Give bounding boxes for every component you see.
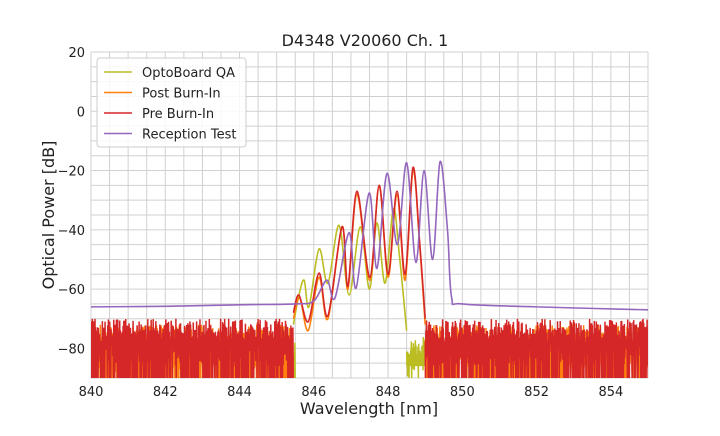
x-axis-label: Wavelength [nm] <box>300 399 438 418</box>
chart-title: D4348 V20060 Ch. 1 <box>282 31 449 50</box>
y-tick-label: −20 <box>58 165 85 180</box>
y-tick-label: 20 <box>68 46 85 61</box>
x-tick-label: 850 <box>450 385 475 400</box>
y-tick-label: 0 <box>77 105 85 120</box>
x-tick-labels: 840 842 844 846 848 850 852 854 <box>79 385 624 400</box>
y-tick-labels: 20 0 −20 −40 −60 −80 <box>58 46 85 357</box>
x-tick-label: 852 <box>524 385 549 400</box>
y-tick-label: −60 <box>58 283 85 298</box>
x-tick-label: 840 <box>79 385 104 400</box>
y-tick-label: −80 <box>58 342 85 357</box>
series-line-optoboard-qa <box>292 207 408 331</box>
y-axis-label: Optical Power [dB] <box>39 141 58 290</box>
noise-pre-burn-in <box>91 318 294 378</box>
legend-label: Reception Test <box>142 128 236 143</box>
y-tick-label: −40 <box>58 224 85 239</box>
series-line-reception-test <box>91 160 648 311</box>
legend: OptoBoard QA Post Burn-In Pre Burn-In Recep… <box>96 57 247 148</box>
noise-pre-burn-in <box>424 318 648 378</box>
noise-optoboard-qa <box>405 337 428 378</box>
legend-label: Post Burn-In <box>142 87 221 102</box>
series-group <box>91 160 648 378</box>
x-tick-label: 854 <box>598 385 623 400</box>
x-tick-label: 846 <box>301 385 326 400</box>
x-tick-label: 848 <box>376 385 401 400</box>
series-line-pre-burn-in <box>292 166 426 323</box>
legend-label: Pre Burn-In <box>142 107 214 122</box>
x-tick-label: 842 <box>153 385 178 400</box>
legend-label: OptoBoard QA <box>142 66 235 81</box>
x-tick-label: 844 <box>227 385 252 400</box>
legend-box <box>96 57 247 148</box>
